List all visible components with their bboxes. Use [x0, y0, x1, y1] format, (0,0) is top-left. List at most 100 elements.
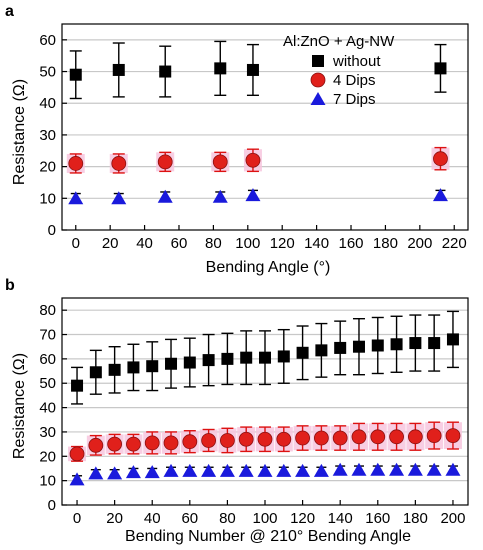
data-point	[276, 463, 292, 477]
data-point	[389, 462, 405, 476]
data-point	[432, 188, 448, 202]
x-tick-label: 160	[339, 235, 364, 252]
data-point	[108, 363, 121, 376]
data-point	[111, 191, 127, 205]
y-tick-label: 0	[48, 497, 56, 514]
data-point	[426, 462, 442, 476]
data-point	[351, 462, 367, 476]
y-tick-label: 20	[39, 448, 56, 465]
data-point	[212, 189, 228, 203]
x-tick-label: 120	[290, 510, 315, 527]
y-tick-label: 40	[39, 400, 56, 417]
y-tick-label: 30	[39, 424, 56, 441]
data-point	[433, 151, 448, 167]
data-point	[238, 463, 254, 477]
x-tick-label: 0	[72, 235, 80, 252]
data-point	[88, 466, 104, 480]
data-point	[157, 154, 173, 170]
data-point	[89, 366, 102, 379]
data-point	[409, 337, 422, 350]
x-tick-label: 0	[73, 510, 81, 527]
data-point	[182, 434, 198, 450]
data-point	[69, 446, 85, 462]
x-tick-label: 100	[252, 510, 277, 527]
data-point	[159, 65, 172, 78]
data-point	[352, 340, 365, 353]
data-point	[245, 152, 261, 168]
y-tick-label: 70	[39, 327, 56, 344]
data-point	[201, 433, 217, 448]
data-point	[107, 466, 123, 480]
data-point	[69, 68, 82, 81]
data-point	[144, 435, 160, 451]
y-tick-label: 60	[39, 351, 56, 368]
data-point	[201, 463, 217, 477]
data-point	[71, 379, 84, 392]
data-point	[68, 156, 84, 171]
y-tick-label: 80	[39, 302, 56, 319]
panel-b-x-axis-title: Bending Number @ 210° Bending Angle	[125, 528, 411, 545]
data-point	[125, 465, 141, 479]
x-tick-label: 140	[304, 235, 329, 252]
data-point	[445, 462, 461, 476]
x-tick-label: 180	[373, 235, 398, 252]
data-point	[157, 189, 173, 203]
panel-b-ticks: 0 10 20 30 40 50 60 70 80 0 20 40 60 80 100 120 140 160 18…	[39, 302, 465, 527]
panel-a-y-axis-title: Resistance (Ω)	[11, 79, 28, 185]
panel-a-x-axis-title: Bending Angle (°)	[206, 259, 331, 276]
panel-b-letter: b	[5, 277, 15, 294]
data-point	[295, 430, 310, 446]
data-point	[107, 436, 123, 452]
data-point	[371, 339, 384, 352]
panel-a-ticks: 0 10 20 30 40 50 60 0 20 40 60 80 100 120 140 160 180 200…	[39, 32, 466, 252]
panel-a-markers	[68, 62, 448, 205]
data-point	[212, 154, 228, 170]
data-point	[219, 463, 235, 477]
legend-title: Al:ZnO + Ag-NW	[283, 33, 395, 50]
data-point	[112, 63, 125, 76]
data-point	[313, 430, 329, 446]
y-tick-label: 50	[39, 64, 56, 81]
data-point	[295, 463, 311, 477]
panel-b-y-axis-title: Resistance (Ω)	[11, 353, 28, 459]
panel-a-plot-frame	[61, 23, 469, 231]
y-tick-label: 50	[39, 375, 56, 392]
data-point	[238, 431, 254, 447]
legend-label: 4 Dips	[333, 72, 376, 89]
data-point	[163, 435, 179, 451]
x-tick-label: 20	[102, 235, 119, 252]
data-point	[68, 191, 84, 205]
legend-label: 7 Dips	[333, 91, 376, 108]
panel-b-markers	[69, 333, 461, 486]
panel-a-letter: a	[5, 3, 14, 20]
x-tick-label: 200	[440, 510, 465, 527]
data-point	[434, 62, 447, 75]
y-tick-label: 40	[39, 95, 56, 112]
data-point	[370, 429, 386, 445]
data-point	[407, 462, 423, 476]
y-tick-label: 0	[48, 222, 56, 239]
y-tick-label: 10	[39, 473, 56, 490]
data-point	[214, 62, 227, 75]
data-point	[332, 462, 348, 476]
data-point	[111, 156, 127, 171]
x-tick-label: 60	[171, 235, 188, 252]
x-tick-label: 140	[328, 510, 353, 527]
data-point	[277, 350, 290, 363]
panel-a-legend: Al:ZnO + Ag-NW without 4 Dips 7 Dips	[283, 33, 395, 108]
data-point	[276, 431, 292, 447]
data-point	[370, 462, 386, 476]
legend-marker	[310, 72, 326, 88]
x-tick-label: 100	[235, 235, 260, 252]
x-tick-label: 220	[442, 235, 467, 252]
data-point	[351, 429, 367, 445]
data-point	[146, 360, 159, 373]
x-tick-label: 160	[365, 510, 390, 527]
legend-label: without	[332, 53, 381, 70]
y-tick-label: 10	[39, 190, 56, 207]
panel-b-error-bars	[68, 310, 462, 484]
data-point	[220, 433, 235, 448]
data-point	[296, 346, 309, 359]
x-tick-label: 200	[407, 235, 432, 252]
x-tick-label: 80	[219, 510, 236, 527]
